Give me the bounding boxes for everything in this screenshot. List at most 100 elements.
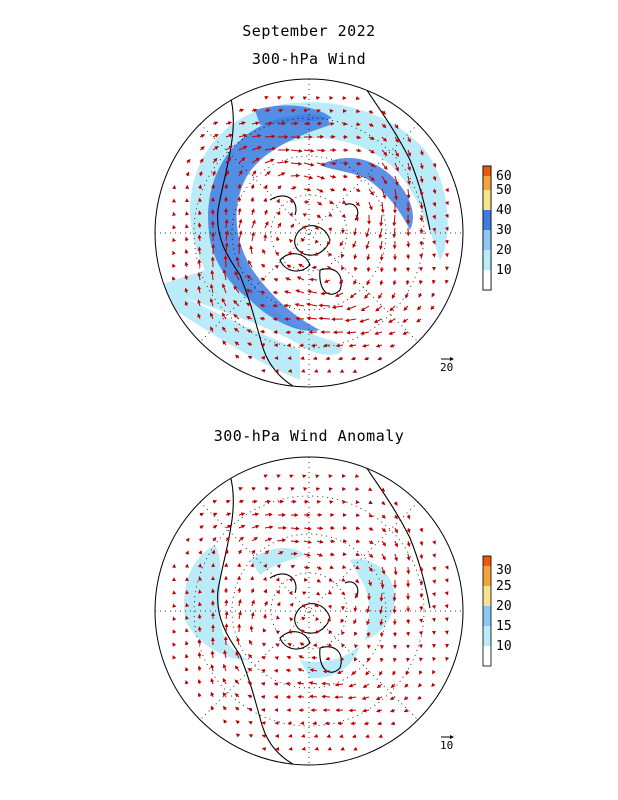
wind-vector (250, 611, 255, 620)
wind-vector (238, 499, 245, 504)
wind-vector (276, 615, 280, 620)
wind-vector (284, 290, 292, 295)
panel-1-reference-vector-label: 20 (440, 361, 454, 374)
wind-vector (224, 599, 229, 607)
wind-vector (224, 610, 229, 620)
wind-vector (172, 237, 177, 243)
wind-vector (419, 657, 424, 662)
wind-vector (234, 354, 240, 359)
wind-vector (295, 316, 305, 321)
wind-vector (365, 227, 370, 238)
wind-vector (261, 669, 266, 673)
panel-1-subtitle: 300-hPa Wind (251, 50, 367, 68)
wind-vector (316, 175, 326, 180)
wind-vector (185, 211, 189, 216)
wind-vector (364, 356, 370, 361)
wind-vector (355, 135, 362, 140)
wind-vector (225, 536, 230, 542)
wind-vector (209, 283, 214, 294)
wind-vector (379, 240, 383, 250)
wind-vector (300, 368, 306, 373)
wind-vector (290, 186, 297, 191)
figure-title: September 2022 (242, 22, 376, 40)
wind-vector (432, 669, 436, 675)
wind-vector (224, 562, 229, 568)
wind-vector (264, 486, 270, 491)
wind-vector (277, 551, 284, 555)
wind-vector (234, 341, 240, 346)
wind-vector (432, 592, 436, 597)
wind-vector (318, 316, 331, 321)
wind-vector (290, 499, 297, 504)
wind-vector (392, 592, 397, 602)
wind-vector (326, 240, 331, 246)
wind-vector (379, 631, 384, 638)
wind-vector (237, 183, 242, 190)
wind-vector (275, 236, 280, 242)
wind-vector (403, 695, 409, 700)
wind-vector (380, 579, 385, 589)
wind-vector (225, 524, 232, 529)
wind-vector (300, 237, 305, 243)
wind-vector (224, 183, 229, 190)
wind-vector (289, 199, 294, 204)
wind-vector (349, 292, 357, 299)
wind-vector (355, 109, 361, 114)
wind-vector (368, 553, 374, 558)
wind-vector (276, 198, 280, 204)
wind-vector (197, 222, 202, 229)
wind-vector (388, 318, 396, 323)
wind-vector (273, 668, 279, 673)
wind-vector (235, 733, 241, 738)
wind-vector (444, 226, 449, 232)
wind-vector (296, 330, 305, 335)
wind-vector (238, 157, 246, 164)
wind-vector (298, 263, 305, 268)
wind-vector (344, 318, 357, 323)
wind-vector (368, 513, 374, 518)
wind-vector (432, 188, 437, 195)
wind-vector (283, 303, 292, 308)
wind-vector (323, 343, 331, 348)
wind-vector (355, 161, 362, 166)
wind-vector (210, 269, 215, 281)
wind-vector (368, 540, 374, 545)
wind-vector (380, 201, 385, 214)
wind-vector (340, 746, 345, 751)
colorbar-2-label-4: 30 (496, 563, 512, 578)
wind-vector (431, 617, 436, 622)
wind-vector (445, 187, 449, 193)
wind-vector (261, 369, 266, 373)
wind-vector (342, 174, 348, 179)
wind-vector (286, 655, 292, 660)
wind-vector (321, 681, 331, 686)
wind-vector (301, 603, 306, 609)
wind-vector (310, 343, 318, 348)
wind-vector (197, 692, 202, 698)
wind-vector (368, 122, 374, 127)
wind-vector (331, 305, 344, 310)
wind-vector (263, 563, 267, 568)
colorbar-2-swatch-4 (483, 566, 491, 586)
wind-vector (368, 149, 375, 154)
wind-vector (366, 605, 371, 614)
wind-vector (224, 242, 229, 255)
wind-vector (444, 213, 449, 219)
wind-vector (172, 276, 176, 281)
wind-vector (346, 330, 357, 335)
wind-vector (184, 287, 189, 294)
wind-vector (171, 563, 176, 569)
wind-vector (379, 279, 384, 286)
wind-vector (419, 162, 424, 170)
wind-vector (321, 694, 331, 699)
wind-vector (262, 248, 266, 255)
colorbar-1-label-5: 60 (496, 169, 512, 184)
wind-vector (290, 121, 299, 126)
wind-vector (405, 670, 410, 676)
wind-vector (355, 122, 361, 127)
wind-vector (172, 211, 177, 217)
wind-vector (362, 708, 370, 713)
wind-vector (419, 579, 424, 586)
wind-vector (225, 512, 232, 517)
wind-vector (221, 312, 227, 320)
